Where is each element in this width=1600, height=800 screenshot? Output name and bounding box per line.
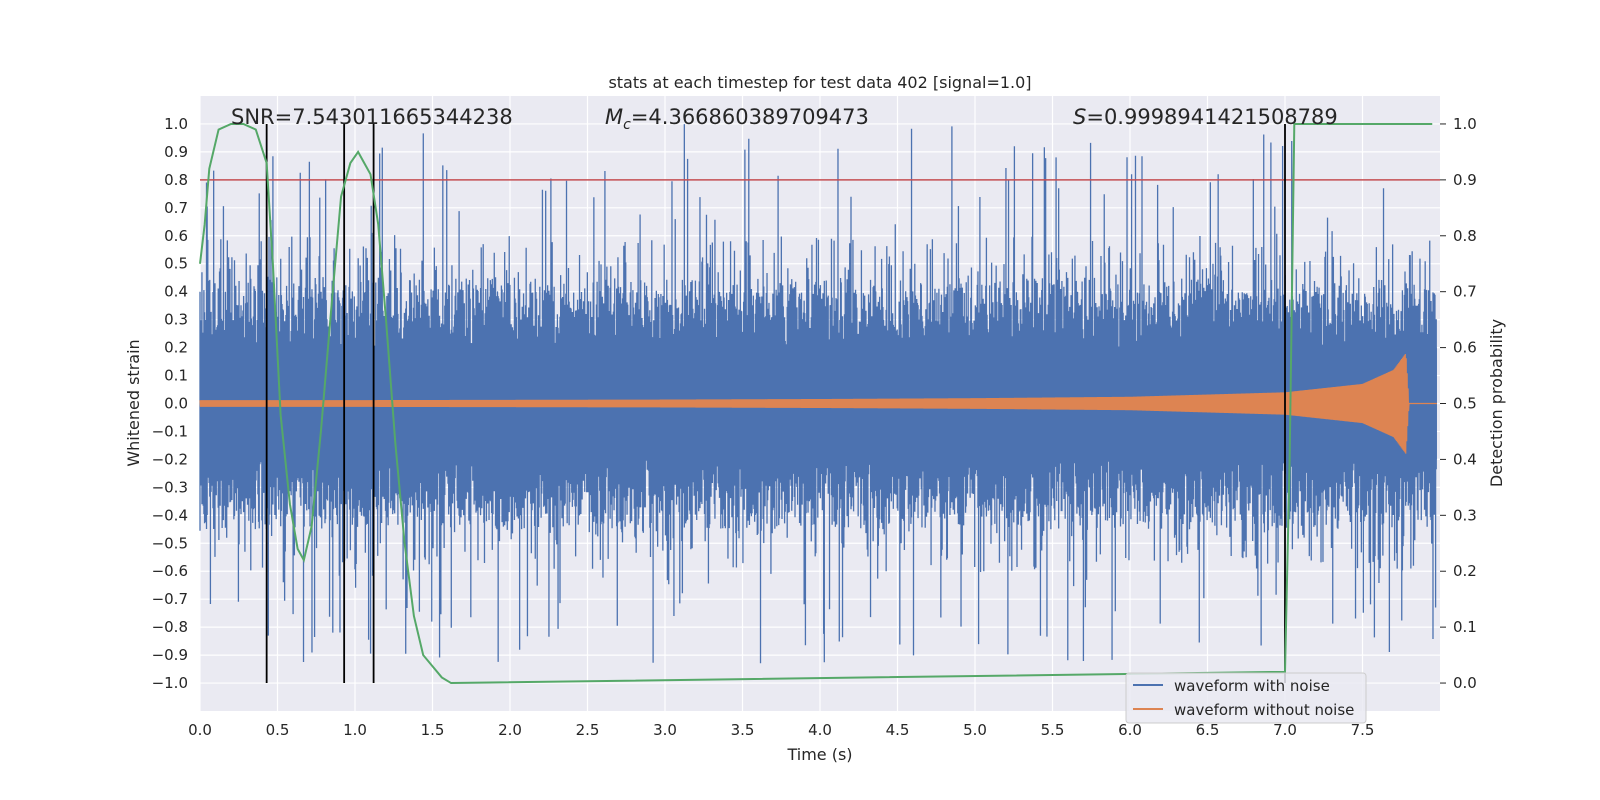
snr-annotation: SNR=7.543011665344238 <box>231 105 513 129</box>
y-tick-label-left: −0.6 <box>152 562 188 580</box>
y-tick-label-left: −0.5 <box>152 534 188 552</box>
y-tick-label-left: 0.3 <box>164 311 188 329</box>
s-symbol: S <box>1073 105 1086 129</box>
y-tick-label-right: 0.2 <box>1453 562 1477 580</box>
y-tick-label-left: 0.9 <box>164 143 188 161</box>
y-tick-label-right: 0.0 <box>1453 674 1477 692</box>
clean-waveform-trace <box>199 354 1437 454</box>
chirp-mass-symbol: M <box>605 105 623 129</box>
y-tick-label-left: −0.8 <box>152 618 188 636</box>
y-tick-label-left: 0.4 <box>164 283 188 301</box>
x-tick-label: 0.5 <box>266 721 290 739</box>
y-tick-label-left: 0.1 <box>164 367 188 385</box>
probability-curve <box>199 122 1433 685</box>
y-tick-label-left: −0.9 <box>152 646 188 664</box>
s-value: =0.9998941421508789 <box>1086 105 1337 129</box>
x-tick-label: 1.0 <box>343 721 367 739</box>
x-tick-label: 7.0 <box>1273 721 1297 739</box>
x-tick-label: 2.0 <box>498 721 522 739</box>
y-tick-label-left: 0.5 <box>164 255 188 273</box>
y-axis-label-left: Whitened strain <box>124 339 143 466</box>
y-tick-label-left: −0.3 <box>152 478 188 496</box>
chirp-mass-value: =4.366860389709473 <box>631 105 869 129</box>
y-tick-label-right: 0.6 <box>1453 339 1477 357</box>
y-tick-label-right: 1.0 <box>1453 115 1477 133</box>
x-tick-label: 7.5 <box>1351 721 1375 739</box>
y-tick-label-right: 0.3 <box>1453 506 1477 524</box>
x-tick-label: 5.5 <box>1041 721 1065 739</box>
y-tick-label-left: −0.4 <box>152 506 188 524</box>
x-tick-label: 2.5 <box>576 721 600 739</box>
x-axis-label: Time (s) <box>786 745 852 764</box>
x-tick-label: 1.5 <box>421 721 445 739</box>
x-tick-label: 6.0 <box>1118 721 1142 739</box>
y-tick-label-right: 0.1 <box>1453 618 1477 636</box>
axis-ticks: 0.0 0.5 1.0 1.5 2.0 2.5 3.0 3.5 4.0 4.5 5.0 5.5 6.0 6… <box>152 115 1477 739</box>
series-detection-probability <box>199 122 1433 685</box>
x-tick-label: 3.0 <box>653 721 677 739</box>
x-tick-label: 3.5 <box>731 721 755 739</box>
x-tick-label: 4.5 <box>886 721 910 739</box>
y-tick-label-right: 0.5 <box>1453 395 1477 413</box>
chirp-mass-subscript: c <box>623 117 631 133</box>
y-tick-label-left: −1.0 <box>152 674 188 692</box>
s-annotation: S=0.9998941421508789 <box>1073 105 1338 129</box>
legend: waveform with noise waveform without noi… <box>1125 672 1367 724</box>
y-tick-label-left: 0.0 <box>164 395 188 413</box>
x-tick-label: 0.0 <box>188 721 212 739</box>
y-tick-label-left: 0.8 <box>164 171 188 189</box>
y-tick-label-left: 0.2 <box>164 339 188 357</box>
detection-markers <box>265 123 1286 684</box>
x-tick-label: 4.0 <box>808 721 832 739</box>
y-tick-label-left: 0.6 <box>164 227 188 245</box>
chirp-mass-annotation: Mc=4.366860389709473 <box>605 105 869 133</box>
y-tick-label-right: 0.7 <box>1453 283 1477 301</box>
series-waveform-without-noise <box>199 354 1437 454</box>
y-tick-label-left: 1.0 <box>164 115 188 133</box>
x-tick-label: 6.5 <box>1196 721 1220 739</box>
y-axis-label-right: Detection probability <box>1487 319 1506 487</box>
y-tick-label-right: 0.4 <box>1453 450 1477 468</box>
legend-label-with-noise: waveform with noise <box>1174 677 1330 695</box>
chart-title: stats at each timestep for test data 402… <box>608 73 1031 92</box>
y-tick-label-left: 0.7 <box>164 199 188 217</box>
x-tick-label: 5.0 <box>963 721 987 739</box>
y-tick-label-left: −0.2 <box>152 450 188 468</box>
y-tick-label-left: −0.7 <box>152 590 188 608</box>
y-tick-label-right: 0.9 <box>1453 171 1477 189</box>
y-tick-label-left: −0.1 <box>152 422 188 440</box>
legend-box <box>1125 672 1367 724</box>
y-tick-label-right: 0.8 <box>1453 227 1477 245</box>
legend-label-without-noise: waveform without noise <box>1174 701 1354 719</box>
